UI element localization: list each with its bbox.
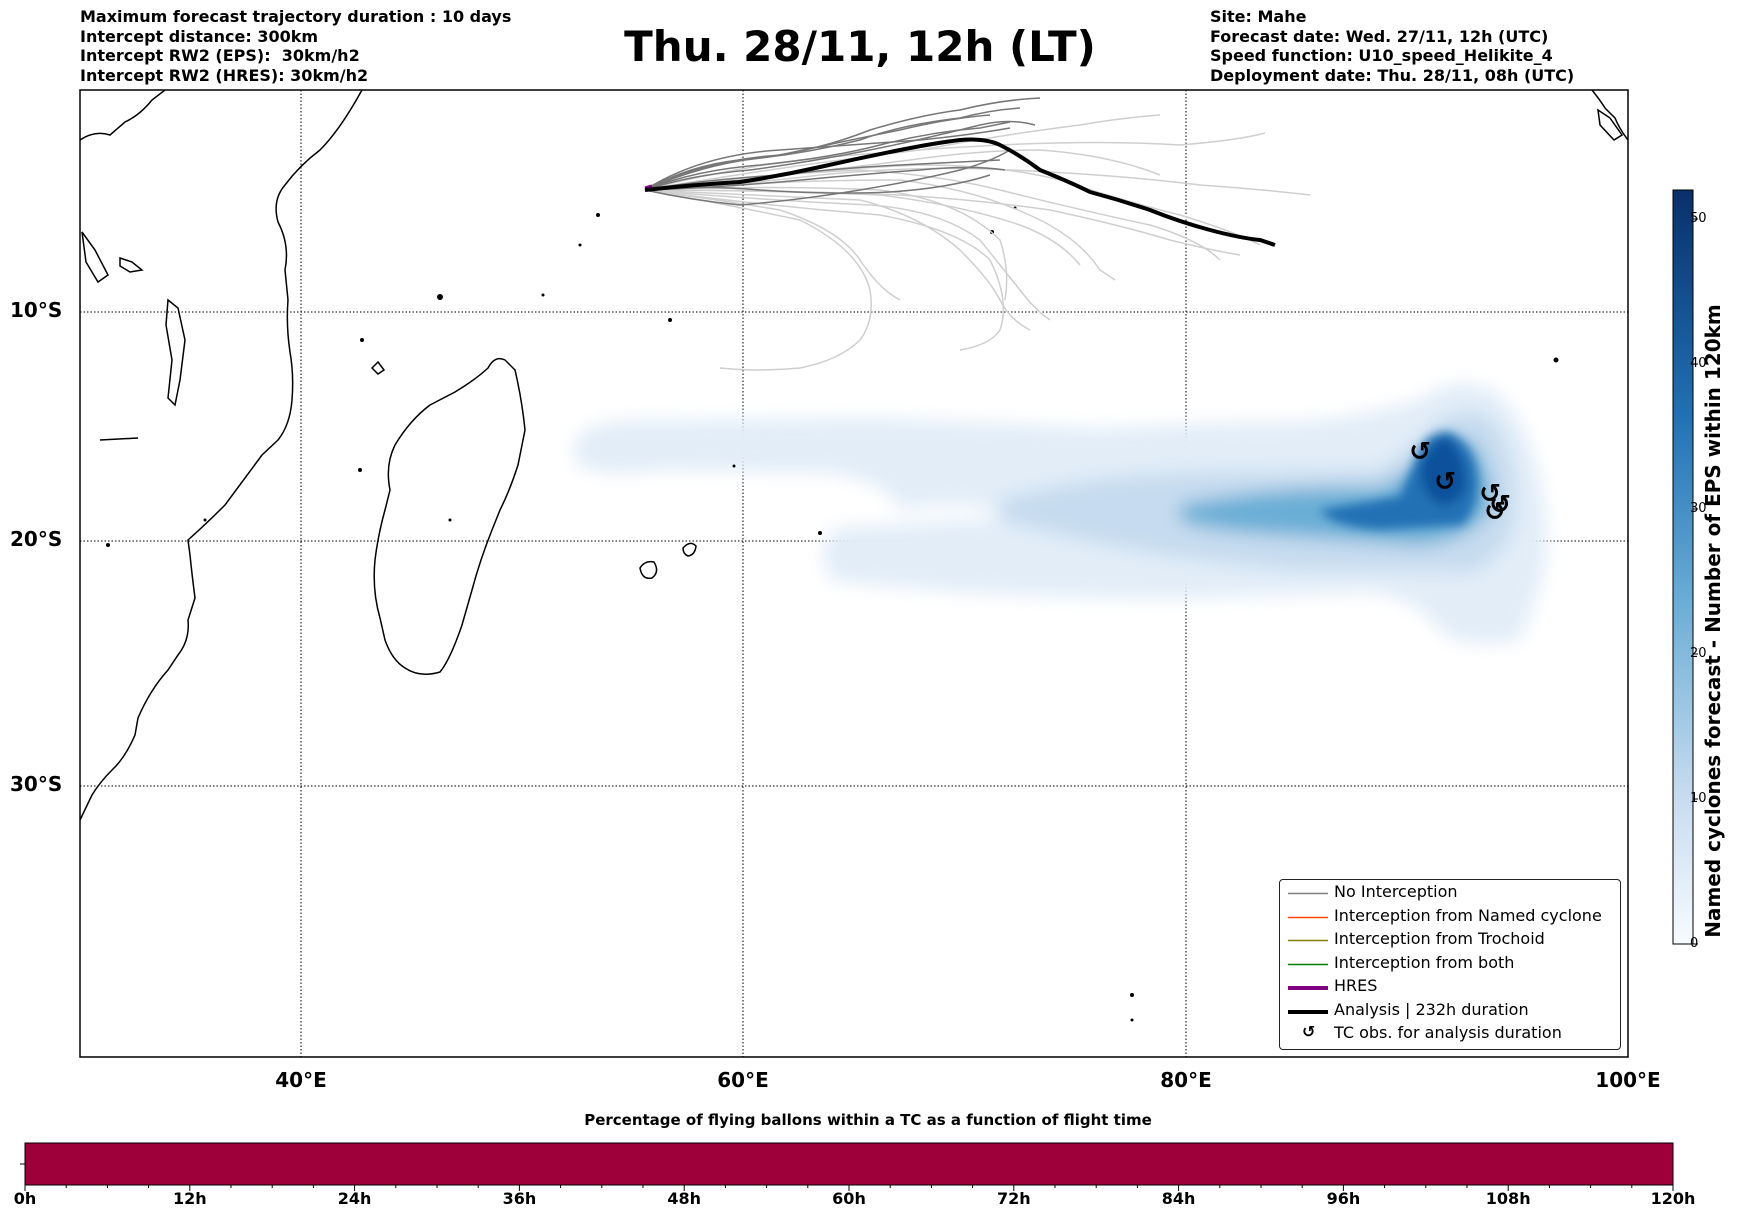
tc-obs-icon: ↺ [1302, 1022, 1316, 1041]
deployment-date-text: Deployment date: Thu. 28/11, 08h (UTC) [1210, 65, 1575, 85]
bottom-tick-label: 12h [172, 1189, 207, 1208]
map-frame [79, 89, 1629, 1058]
lat-label-30s: 30°S [10, 772, 63, 796]
bottom-tick-label: 84h [1161, 1189, 1196, 1208]
lat-label-10s: 10°S [10, 298, 63, 322]
legend-label: Analysis | 232h duration [1334, 999, 1529, 1019]
colorbar-tick-label: 30 [1690, 501, 1707, 516]
forecast-settings: Maximum forecast trajectory duration : 1… [80, 7, 511, 85]
legend-label: No Interception [1334, 882, 1458, 901]
legend-swatch [1288, 963, 1328, 965]
coastlines [80, 90, 1628, 821]
bottom-tick-label: 96h [1326, 1189, 1361, 1208]
legend-label: TC obs. for analysis duration [1334, 1023, 1562, 1042]
colorbar-label: Named cyclones forecast - Number of EPS … [1701, 304, 1725, 938]
hres-track [644, 184, 653, 190]
island-b [119, 256, 144, 273]
lon-label-80e: 80°E [1160, 1068, 1212, 1092]
tc-obs-icon: ↺ [1479, 479, 1501, 509]
legend-item-analysis: Analysis | 232h duration [1280, 1000, 1620, 1022]
bottom-tick-label: 24h [337, 1189, 372, 1208]
legend-label: Interception from Named cyclone [1334, 905, 1602, 925]
legend-item-tc-obs: ↺ TC obs. for analysis duration [1280, 1022, 1620, 1045]
island-d [99, 437, 139, 441]
lon-label-40e: 40°E [275, 1068, 327, 1092]
map-legend: No Interception Interception from Named … [1279, 879, 1621, 1050]
island-e [1597, 108, 1624, 141]
colorbar-tick-label: 20 [1690, 646, 1707, 661]
density-level-5 [1420, 438, 1466, 505]
legend-item-both: Interception from both [1280, 953, 1620, 975]
site-text: Site: Mahe [1210, 7, 1307, 26]
colorbar-gradient [1672, 189, 1694, 945]
colorbar-tick-label: 50 [1690, 211, 1707, 226]
legend-label: HRES [1334, 976, 1378, 995]
comoros-island [370, 360, 386, 375]
site-info: Site: Mahe Forecast date: Wed. 27/11, 12… [1210, 7, 1574, 85]
tc-observations: ↺ ↺ ↺ ↺ ↺ [1409, 437, 1511, 527]
legend-item-hres: HRES [1280, 976, 1620, 998]
tc-obs-icon: ↺ [1409, 437, 1431, 467]
intercept-rw2-eps-text: Intercept RW2 (EPS): 30km/h2 [80, 46, 360, 65]
colorbar-ticks [1693, 218, 1698, 945]
bottom-bar-minor-ticks [24, 1185, 1674, 1191]
map-title: Thu. 28/11, 12h (LT) [624, 22, 1096, 71]
lon-label-100e: 100°E [1595, 1068, 1661, 1092]
tc-obs-icon: ↺ [1484, 497, 1506, 527]
legend-swatch [1288, 986, 1328, 990]
lat-label-20s: 20°S [10, 527, 63, 551]
colorbar-tick-label: 0 [1690, 936, 1699, 951]
africa-north-coast [80, 90, 166, 141]
legend-label: Interception from Trochoid [1334, 929, 1545, 948]
bottom-tick-label: 120h [1650, 1189, 1696, 1208]
reunion-island [639, 560, 658, 580]
legend-swatch [1288, 916, 1328, 918]
bottom-tick-label: 108h [1485, 1189, 1531, 1208]
madagascar-coastline [373, 357, 526, 675]
trajectory-duration-text: Maximum forecast trajectory duration : 1… [80, 7, 512, 26]
legend-item-no-interception: No Interception [1280, 882, 1620, 904]
lon-label-60e: 60°E [717, 1068, 769, 1092]
legend-item-trochoid: Interception from Trochoid [1280, 929, 1620, 951]
tc-percentage-bar [24, 1142, 1674, 1186]
forecast-date-text: Forecast date: Wed. 27/11, 12h (UTC) [1210, 26, 1549, 46]
legend-swatch [1288, 939, 1328, 942]
island-a [165, 298, 186, 407]
bottom-tick-label: 72h [996, 1189, 1031, 1208]
bottom-tick-label: 48h [667, 1189, 702, 1208]
intercept-distance-text: Intercept distance: 300km [80, 26, 319, 46]
africa-coastline [80, 90, 363, 821]
legend-swatch [1288, 1009, 1328, 1014]
small-islands [106, 206, 1559, 1022]
island-c [81, 231, 109, 284]
legend-swatch [1288, 892, 1328, 895]
tc-obs-icon: ↺ [1434, 467, 1456, 497]
colorbar-tick-label: 40 [1690, 356, 1707, 371]
cyclone-density-field [575, 383, 1547, 644]
dark-trajectories [644, 97, 1041, 206]
bottom-tick-label: 36h [502, 1189, 537, 1208]
colorbar-tick-label: 10 [1690, 791, 1707, 806]
legend-label: Interception from both [1334, 952, 1515, 972]
analysis-track [644, 137, 1276, 247]
bottom-tick-label: 0h [13, 1189, 37, 1208]
mauritius-island [682, 542, 697, 557]
tc-obs-icon: ↺ [1489, 490, 1511, 520]
intercept-rw2-hres-text: Intercept RW2 (HRES): 30km/h2 [80, 65, 369, 85]
speed-function-text: Speed function: U10_speed_Helikite_4 [1210, 46, 1553, 65]
bottom-tick-label: 60h [832, 1189, 866, 1208]
arabia-coastline [1591, 90, 1628, 141]
bottom-bar-title: Percentage of flying ballons within a TC… [584, 1111, 1152, 1129]
legend-item-named-cyclone: Interception from Named cyclone [1280, 906, 1620, 928]
